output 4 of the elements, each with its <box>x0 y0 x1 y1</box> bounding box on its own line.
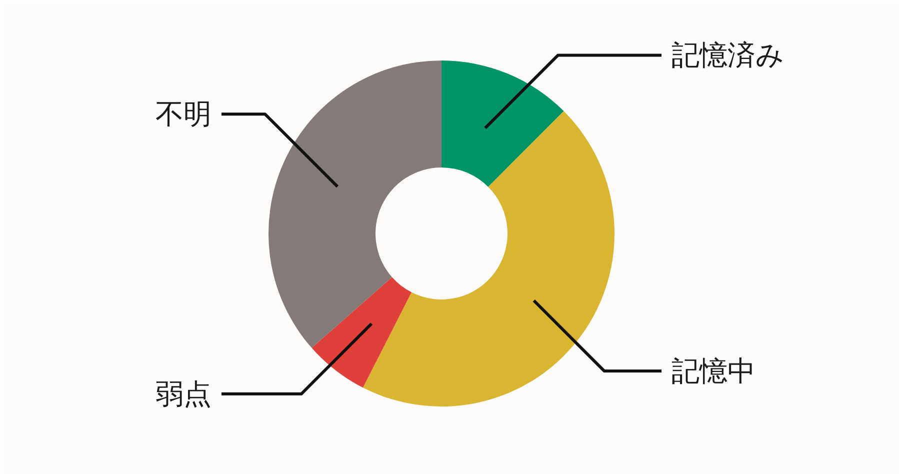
slice-label: 弱点 <box>156 377 212 410</box>
slice-label: 記憶済み <box>672 38 784 72</box>
slice-label: 記憶中 <box>672 354 756 388</box>
slice-label: 不明 <box>156 98 212 131</box>
